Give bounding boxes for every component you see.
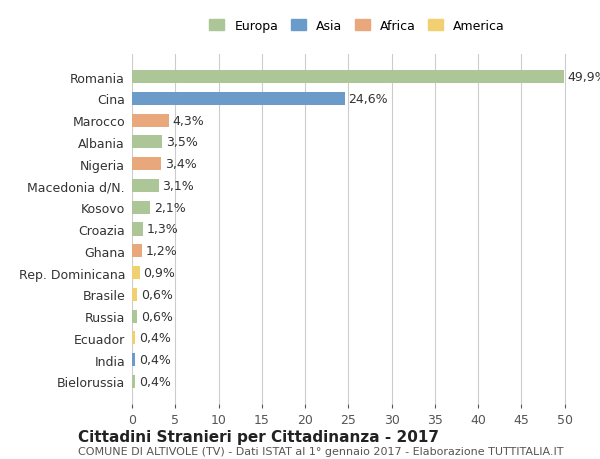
Text: 3,1%: 3,1%	[162, 179, 194, 192]
Text: 1,3%: 1,3%	[147, 223, 178, 236]
Text: 49,9%: 49,9%	[567, 71, 600, 84]
Bar	[132, 201, 150, 214]
Text: 4,3%: 4,3%	[173, 114, 205, 128]
Bar	[132, 158, 161, 171]
Bar	[132, 245, 142, 258]
Bar	[132, 71, 564, 84]
Bar	[132, 288, 137, 301]
Text: 0,6%: 0,6%	[140, 310, 173, 323]
Bar	[132, 266, 140, 280]
Text: Cittadini Stranieri per Cittadinanza - 2017: Cittadini Stranieri per Cittadinanza - 2…	[78, 429, 439, 444]
Text: COMUNE DI ALTIVOLE (TV) - Dati ISTAT al 1° gennaio 2017 - Elaborazione TUTTITALI: COMUNE DI ALTIVOLE (TV) - Dati ISTAT al …	[78, 447, 563, 456]
Legend: Europa, Asia, Africa, America: Europa, Asia, Africa, America	[206, 16, 508, 36]
Text: 3,5%: 3,5%	[166, 136, 197, 149]
Text: 0,6%: 0,6%	[140, 288, 173, 301]
Text: 2,1%: 2,1%	[154, 202, 185, 214]
Bar	[132, 179, 159, 193]
Bar	[132, 353, 136, 366]
Bar	[132, 136, 162, 149]
Bar	[132, 93, 345, 106]
Text: 0,9%: 0,9%	[143, 267, 175, 280]
Text: 24,6%: 24,6%	[349, 93, 388, 106]
Text: 0,4%: 0,4%	[139, 375, 171, 388]
Text: 0,4%: 0,4%	[139, 331, 171, 345]
Bar	[132, 375, 136, 388]
Bar	[132, 310, 137, 323]
Bar	[132, 331, 136, 345]
Text: 3,4%: 3,4%	[165, 158, 197, 171]
Bar	[132, 223, 143, 236]
Text: 1,2%: 1,2%	[146, 245, 178, 257]
Bar	[132, 114, 169, 128]
Text: 0,4%: 0,4%	[139, 353, 171, 366]
